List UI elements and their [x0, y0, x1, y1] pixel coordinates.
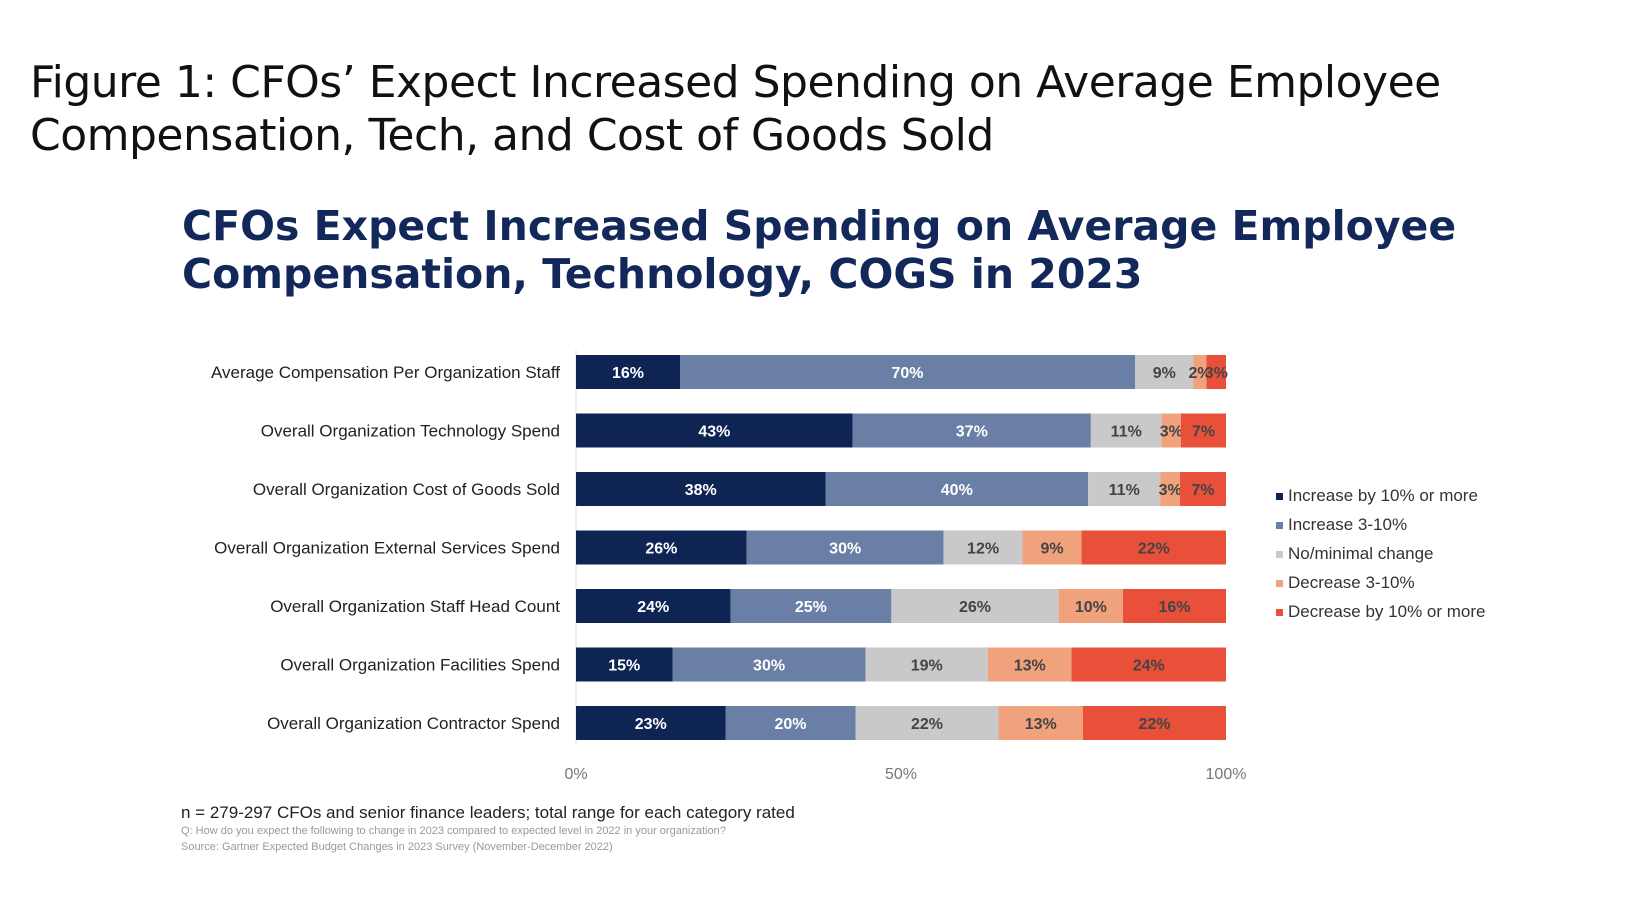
legend-label: Decrease by 10% or more [1288, 602, 1485, 621]
data-label: 7% [1191, 482, 1214, 499]
legend-label: Decrease 3-10% [1288, 573, 1415, 592]
category-label: Average Compensation Per Organization St… [211, 363, 560, 382]
category-label: Overall Organization Staff Head Count [270, 597, 560, 616]
bar-segment [1058, 589, 1124, 623]
bar-segment [1161, 413, 1181, 448]
data-label: 11% [1109, 482, 1140, 499]
data-label: 13% [1014, 658, 1046, 675]
data-label: 9% [1153, 365, 1176, 382]
source-note: Source: Gartner Expected Budget Changes … [181, 841, 613, 853]
data-label: 10% [1075, 599, 1107, 616]
data-label: 22% [1138, 716, 1170, 733]
data-label: 26% [959, 599, 991, 616]
bar-segment [576, 413, 853, 448]
bar-segment [576, 647, 673, 682]
category-label: Overall Organization Contractor Spend [267, 714, 560, 733]
bar-segment [987, 647, 1072, 682]
bar-segment [1206, 355, 1226, 389]
legend-swatch [1276, 493, 1283, 500]
data-label: 15% [608, 658, 640, 675]
bar-segment [576, 530, 747, 565]
data-label: 25% [795, 599, 827, 616]
data-label: 12% [967, 541, 999, 558]
data-label: 30% [753, 658, 785, 675]
bar-segment [865, 647, 988, 682]
legend-swatch [1276, 609, 1283, 616]
bar-segment [1193, 355, 1207, 389]
bar-segment [1022, 530, 1082, 565]
footnote: n = 279-297 CFOs and senior finance lead… [181, 803, 795, 822]
category-label: Overall Organization Facilities Spend [280, 656, 560, 675]
data-label: 3% [1160, 424, 1183, 441]
figure-title: Figure 1: CFOs’ Expect Increased Spendin… [30, 57, 1441, 161]
bar-segment [825, 472, 1089, 506]
data-label: 24% [637, 599, 669, 616]
bar-segment [998, 706, 1083, 740]
data-label: 43% [698, 424, 730, 441]
data-label: 30% [829, 541, 861, 558]
bar-segment [746, 530, 944, 565]
bar-segment [855, 706, 999, 740]
legend-label: No/minimal change [1288, 544, 1434, 563]
data-label: 23% [635, 716, 667, 733]
bar-segment [943, 530, 1023, 565]
data-label: 3% [1159, 482, 1182, 499]
bar-segment [891, 589, 1059, 623]
bar-segment [725, 706, 856, 740]
data-label: 3% [1205, 365, 1228, 382]
legend-swatch [1276, 551, 1283, 558]
bar-segment [1081, 530, 1226, 565]
category-label: Overall Organization External Services S… [214, 539, 560, 558]
data-label: 38% [685, 482, 717, 499]
data-label: 70% [891, 365, 923, 382]
bar-segment [1160, 472, 1181, 506]
bar-segment [576, 589, 731, 623]
bar-segment [1088, 472, 1161, 506]
bar-segment [680, 355, 1135, 389]
legend-label: Increase by 10% or more [1288, 486, 1478, 505]
data-label: 22% [911, 716, 943, 733]
category-label: Overall Organization Technology Spend [261, 422, 560, 441]
data-label: 2% [1188, 365, 1211, 382]
data-label: 16% [1158, 599, 1190, 616]
category-label: Overall Organization Cost of Goods Sold [253, 480, 560, 499]
chart-title: CFOs Expect Increased Spending on Averag… [182, 202, 1457, 298]
bar-segment [1123, 589, 1226, 623]
data-label: 40% [941, 482, 973, 499]
data-label: 13% [1025, 716, 1057, 733]
x-tick-label: 50% [885, 766, 917, 783]
data-label: 9% [1040, 541, 1063, 558]
data-label: 20% [774, 716, 806, 733]
bar-segment [576, 706, 726, 740]
bar-segment [576, 472, 826, 506]
bar-segment [1071, 647, 1226, 682]
survey-question: Q: How do you expect the following to ch… [181, 825, 726, 837]
data-label: 26% [645, 541, 677, 558]
data-label: 7% [1192, 424, 1215, 441]
x-tick-label: 100% [1206, 766, 1247, 783]
bar-segment [730, 589, 892, 623]
data-label: 22% [1138, 541, 1170, 558]
bar-segment [1090, 413, 1162, 448]
bar-segment [852, 413, 1091, 448]
x-tick-label: 0% [564, 766, 587, 783]
bar-segment [576, 355, 680, 389]
bar-segment [1180, 413, 1226, 448]
bar-segment [1135, 355, 1194, 389]
bar-segment [1180, 472, 1226, 506]
data-label: 11% [1111, 424, 1142, 441]
bar-segment [1083, 706, 1226, 740]
data-label: 24% [1133, 658, 1165, 675]
data-label: 19% [911, 658, 943, 675]
legend-swatch [1276, 580, 1283, 587]
data-label: 37% [956, 424, 988, 441]
legend-swatch [1276, 522, 1283, 529]
legend-label: Increase 3-10% [1288, 515, 1407, 534]
bar-segment [672, 647, 866, 682]
data-label: 16% [612, 365, 644, 382]
